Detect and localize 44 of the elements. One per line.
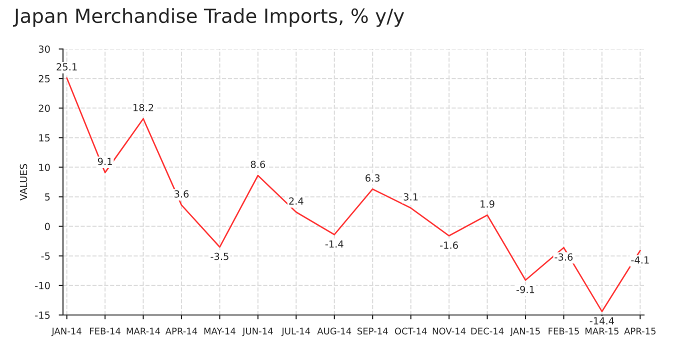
x-tick-label: AUG-14 [317, 328, 352, 334]
data-label: -14.4 [590, 317, 614, 324]
x-tick-label: OCT-14 [394, 328, 427, 334]
data-label: 2.4 [289, 197, 304, 205]
y-tick-label: 20 [38, 104, 50, 112]
data-label: 3.6 [174, 190, 189, 198]
data-label: 25.1 [56, 63, 77, 71]
y-tick-label: 10 [39, 164, 50, 172]
x-tick-label: APR-15 [624, 328, 656, 334]
data-label: -1.6 [440, 242, 458, 249]
data-label: -9.1 [516, 286, 534, 294]
x-tick-label: JUL-14 [281, 328, 310, 336]
y-tick-label: 5 [45, 193, 50, 201]
y-tick-label: -15 [35, 312, 50, 319]
x-tick-label: DEC-14 [471, 328, 504, 334]
data-label: 3.1 [404, 193, 418, 201]
y-tick-label: -5 [41, 252, 50, 260]
data-label: 9.1 [98, 158, 112, 166]
y-axis-title: VALUES [20, 164, 28, 200]
x-tick-label: FEB-14 [90, 328, 120, 334]
x-tick-label: SEP-14 [357, 328, 388, 334]
y-tick-label: -10 [35, 282, 50, 290]
data-label: -4.1 [631, 256, 649, 264]
x-tick-label: NOV-14 [432, 328, 466, 334]
data-label: -1.4 [325, 240, 344, 248]
data-label: 6.3 [366, 174, 380, 182]
data-label: -3.6 [554, 253, 573, 261]
x-tick-label: MAR-15 [586, 328, 618, 334]
data-label: -3.5 [210, 252, 228, 260]
y-tick-label: 15 [39, 134, 50, 142]
x-tick-label: FEB-15 [548, 328, 579, 334]
chart-title: Japan Merchandise Trade Imports, % y/y [12, 8, 404, 27]
data-label: 18.2 [134, 104, 154, 112]
data-label: 8.6 [250, 160, 266, 168]
y-tick-label: 25 [38, 75, 50, 82]
x-tick-label: JAN-14 [51, 328, 82, 336]
y-tick-label: 30 [38, 45, 50, 53]
x-tick-label: MAY-14 [204, 328, 236, 334]
x-tick-label: JUN-14 [242, 328, 273, 336]
x-tick-label: JAN-15 [510, 328, 540, 336]
y-tick-label: 0 [44, 222, 50, 230]
x-tick-label: APR-14 [165, 328, 198, 334]
x-tick-label: MAR-14 [126, 328, 160, 334]
data-label: 1.9 [480, 200, 494, 208]
